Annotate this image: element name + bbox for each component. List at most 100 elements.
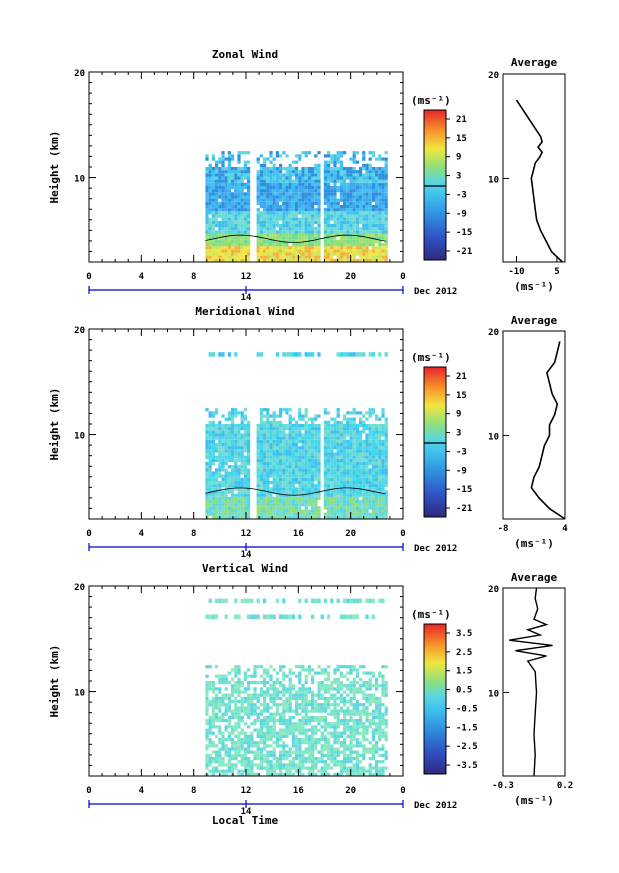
heatmap-cell	[282, 690, 286, 694]
x-tick-label: 12	[241, 529, 252, 539]
heatmap-cell	[285, 233, 289, 237]
heatmap-cell	[339, 681, 343, 685]
heatmap-cell	[205, 192, 209, 196]
heatmap-cell	[211, 211, 215, 215]
heatmap-cell	[221, 427, 225, 431]
heatmap-cell	[237, 211, 241, 215]
heatmap-cell	[333, 757, 337, 761]
heatmap-cell	[234, 439, 238, 443]
heatmap-cell	[359, 690, 363, 694]
heatmap-cell	[355, 468, 359, 472]
heatmap-cell	[234, 481, 238, 485]
heatmap-cell	[349, 230, 353, 234]
heatmap-cell	[269, 462, 273, 466]
heatmap-cell	[336, 715, 340, 719]
heatmap-cell	[343, 236, 347, 240]
heatmap-cell	[327, 198, 331, 202]
heatmap-cell	[346, 417, 350, 421]
heatmap-cell	[279, 712, 283, 716]
heatmap-cell	[208, 230, 212, 234]
heatmap-cell	[240, 170, 244, 174]
heatmap-cell	[298, 436, 302, 440]
heatmap-cell	[327, 677, 331, 681]
heatmap-cell	[375, 424, 379, 428]
heatmap-cell	[266, 252, 270, 256]
heatmap-cell	[247, 738, 251, 742]
heatmap-cell	[323, 154, 327, 158]
heatmap-cell	[237, 700, 241, 704]
heatmap-cell	[285, 217, 289, 221]
heatmap-cell	[291, 189, 295, 193]
heatmap-cell	[211, 722, 215, 726]
heatmap-cell	[218, 468, 222, 472]
heatmap-cell	[288, 167, 292, 171]
date-marker: 14	[241, 293, 252, 303]
heatmap-cell	[355, 427, 359, 431]
heatmap-cell	[295, 503, 299, 507]
heatmap-cell	[208, 258, 212, 262]
heatmap-cell	[256, 233, 260, 237]
heatmap-cell	[349, 214, 353, 218]
heatmap-cell	[211, 239, 215, 243]
heatmap-cell	[259, 436, 263, 440]
heatmap-cell	[381, 170, 385, 174]
heatmap-cell	[320, 731, 324, 735]
heatmap-cell	[256, 468, 260, 472]
heatmap-cell	[371, 455, 375, 459]
heatmap-cell	[272, 715, 276, 719]
heatmap-cell	[234, 446, 238, 450]
heatmap-cell	[243, 709, 247, 713]
heatmap-cell	[211, 192, 215, 196]
heatmap-cell	[288, 750, 292, 754]
heatmap-cell	[282, 493, 286, 497]
heatmap-cell	[339, 439, 343, 443]
heatmap-cell	[291, 509, 295, 513]
heatmap-cell	[343, 719, 347, 723]
heatmap-cell	[295, 696, 299, 700]
heatmap-cell	[362, 722, 366, 726]
heatmap-cell	[237, 255, 241, 259]
heatmap-cell	[311, 167, 315, 171]
heatmap-cell	[314, 255, 318, 259]
heatmap-cell	[224, 452, 228, 456]
heatmap-cell	[279, 249, 283, 253]
heatmap-cell	[208, 176, 212, 180]
heatmap-cell	[314, 509, 318, 513]
heatmap-cell	[240, 506, 244, 510]
heatmap-cell	[375, 433, 379, 437]
heatmap-cell	[275, 744, 279, 748]
heatmap-cell	[224, 417, 228, 421]
heatmap-cell	[275, 179, 279, 183]
heatmap-cell	[231, 738, 235, 742]
heatmap-cell	[327, 703, 331, 707]
heatmap-cell	[343, 189, 347, 193]
heatmap-cell	[314, 220, 318, 224]
heatmap-cell	[263, 220, 267, 224]
heatmap-cell	[247, 179, 251, 183]
heatmap-cell	[279, 481, 283, 485]
heatmap-cell	[291, 236, 295, 240]
heatmap-cell	[336, 696, 340, 700]
heatmap-cell	[298, 681, 302, 685]
heatmap-cell	[208, 462, 212, 466]
heatmap-cell	[333, 157, 337, 161]
heatmap-cell	[285, 220, 289, 224]
heatmap-cell	[259, 239, 263, 243]
heatmap-cell	[311, 430, 315, 434]
heatmap-cell	[362, 179, 366, 183]
heatmap-cell	[279, 186, 283, 190]
heatmap-cell	[291, 217, 295, 221]
heatmap-cell	[375, 192, 379, 196]
heatmap-cell	[282, 455, 286, 459]
heatmap-cell	[333, 703, 337, 707]
heatmap-cell	[355, 186, 359, 190]
heatmap-cell	[269, 151, 273, 155]
heatmap-cell	[243, 487, 247, 491]
heatmap-cell	[288, 503, 292, 507]
heatmap-cell	[339, 252, 343, 256]
heatmap-cell	[205, 703, 209, 707]
heatmap-cell	[378, 728, 382, 732]
heatmap-cell	[311, 709, 315, 713]
heatmap-cell	[336, 471, 340, 475]
heatmap-cell	[333, 484, 337, 488]
